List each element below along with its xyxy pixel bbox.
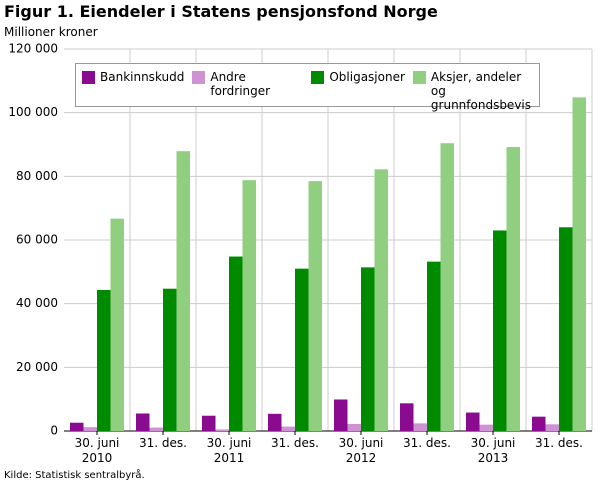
- bar: [545, 424, 559, 431]
- bar: [176, 151, 190, 431]
- x-tick-label: 31. des.: [403, 436, 451, 450]
- bar: [268, 413, 282, 431]
- bar: [295, 268, 309, 431]
- bar: [440, 143, 454, 431]
- y-tick-label: 0: [50, 424, 58, 438]
- bar: [493, 230, 507, 431]
- bar: [215, 429, 229, 431]
- y-tick-label: 40 000: [16, 296, 58, 310]
- x-tick-label: 31. des.: [139, 436, 187, 450]
- bar: [466, 412, 480, 431]
- bar: [308, 181, 322, 431]
- legend: Bankinnskudd Andre fordringer Obligasjoner…: [75, 63, 540, 112]
- legend-swatch: [192, 71, 206, 84]
- bar: [83, 427, 97, 431]
- bar: [334, 399, 348, 431]
- x-tick-label: 30. juni 2011: [206, 436, 252, 465]
- bar: [347, 423, 361, 431]
- y-axis-label: Millioner kroner: [4, 25, 98, 39]
- y-tick-label: 120 000: [8, 42, 58, 56]
- legend-label: Aksjer, andeler og grunnfondsbevis: [430, 70, 532, 112]
- bar: [281, 426, 295, 431]
- legend-item: Bankinnskudd: [82, 70, 184, 84]
- legend-label: Obligasjoner: [329, 70, 405, 84]
- bar: [202, 415, 216, 431]
- x-tick-label: 30. juni 2013: [470, 436, 516, 465]
- bar: [374, 169, 388, 431]
- bar: [70, 422, 84, 431]
- bar: [149, 427, 163, 431]
- bar: [506, 147, 520, 431]
- y-tick-label: 100 000: [8, 105, 58, 119]
- bar: [572, 97, 586, 432]
- legend-label: Andre fordringer: [210, 70, 271, 98]
- legend-item: Aksjer, andeler og grunnfondsbevis: [412, 70, 532, 112]
- y-tick-label: 80 000: [16, 169, 58, 183]
- bar: [163, 288, 177, 431]
- legend-swatch: [412, 71, 426, 84]
- legend-label: Bankinnskudd: [100, 70, 185, 84]
- bar: [361, 267, 375, 431]
- y-tick-label: 60 000: [16, 233, 58, 247]
- bar: [400, 403, 414, 431]
- bar: [427, 261, 441, 431]
- legend-item: Andre fordringer: [192, 70, 303, 98]
- x-tick-label: 31. des.: [271, 436, 319, 450]
- bar: [97, 289, 111, 431]
- chart-title: Figur 1. Eiendeler i Statens pensjonsfon…: [4, 2, 438, 21]
- x-tick-label: 30. juni 2012: [338, 436, 384, 465]
- legend-swatch: [311, 71, 325, 84]
- source: Kilde: Statistisk sentralbyrå.: [4, 470, 145, 481]
- bar: [110, 218, 124, 431]
- bar: [136, 413, 150, 431]
- bar: [242, 180, 256, 431]
- legend-swatch: [82, 71, 95, 84]
- x-tick-label: 30. juni 2010: [74, 436, 120, 465]
- bar: [559, 227, 573, 431]
- bar: [413, 423, 427, 431]
- legend-item: Obligasjoner: [311, 70, 405, 84]
- bar: [479, 424, 493, 431]
- bar: [532, 416, 546, 431]
- x-tick-label: 31. des.: [535, 436, 583, 450]
- bar: [229, 256, 243, 431]
- y-tick-label: 20 000: [16, 360, 58, 374]
